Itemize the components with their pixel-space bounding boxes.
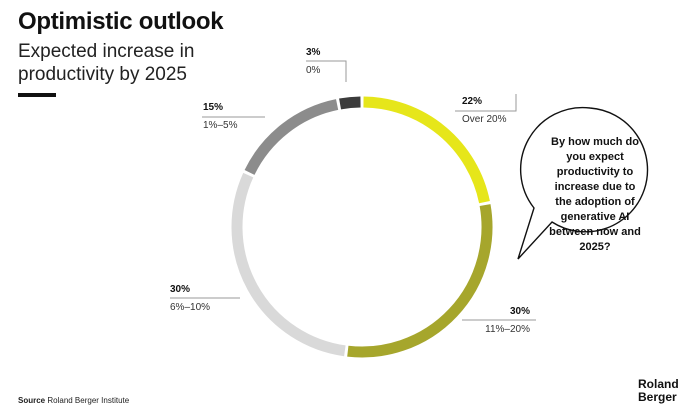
slice-category-label: 1%–5% bbox=[203, 120, 238, 131]
slice-value-label: 30% bbox=[170, 284, 190, 295]
title-underline bbox=[18, 93, 56, 97]
slice-value-label: 15% bbox=[203, 102, 223, 113]
slice-2 bbox=[347, 204, 493, 358]
slice-3 bbox=[231, 172, 346, 357]
brand-logo: Roland Berger bbox=[638, 378, 694, 404]
slice-4 bbox=[244, 99, 339, 175]
slice-category-label: 0% bbox=[306, 65, 321, 76]
survey-question: By how much do you expect productivity t… bbox=[549, 136, 641, 253]
slice-category-label: Over 20% bbox=[462, 114, 507, 125]
leader-line bbox=[455, 94, 517, 112]
slice-labels: 22% Over 20% 30% 11%–20% 30% 6%–10% 15% 1%–5% 3%… bbox=[170, 47, 536, 335]
brand-line-1: Roland bbox=[638, 377, 679, 391]
slice-category-label: 11%–20% bbox=[485, 324, 530, 335]
donut-slices bbox=[231, 96, 493, 358]
leader-line bbox=[306, 60, 347, 82]
speech-bubble bbox=[517, 106, 649, 260]
slice-value-label: 30% bbox=[510, 306, 530, 317]
chart-title: Optimistic outlook bbox=[18, 8, 224, 35]
source-label: Source bbox=[18, 396, 46, 405]
slice-category-label: 6%–10% bbox=[170, 302, 210, 313]
source-note: Source Roland Berger Institute bbox=[18, 396, 129, 405]
slice-1 bbox=[363, 96, 490, 204]
chart-subtitle: Expected increase in productivity by 202… bbox=[18, 41, 195, 85]
slice-value-label: 3% bbox=[306, 47, 321, 58]
slice-5 bbox=[339, 96, 361, 110]
brand-line-2: Berger bbox=[638, 390, 677, 404]
source-text: Roland Berger Institute bbox=[47, 396, 130, 405]
slice-value-label: 22% bbox=[462, 96, 482, 107]
